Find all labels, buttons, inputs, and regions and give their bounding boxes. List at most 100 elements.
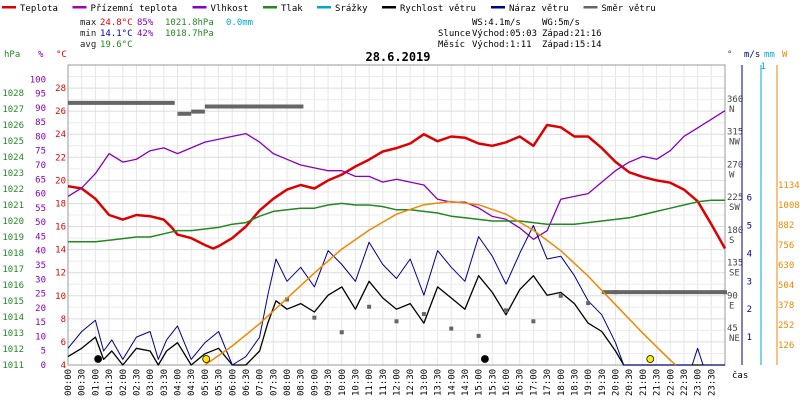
time-tick-label: 12:30 — [406, 369, 416, 396]
legend-label: Náraz větru — [509, 4, 569, 14]
legend-swatch — [192, 6, 207, 9]
wind-speed-summary: WS:4.1m/s — [472, 18, 521, 28]
temperature-tick-label: 22 — [55, 153, 66, 163]
series-line-náraz-větru — [67, 225, 725, 366]
series-line-radiace — [204, 200, 677, 366]
direction-compass-label: E — [729, 301, 734, 311]
radiation-tick-label: 630 — [778, 261, 794, 271]
legend-swatch — [72, 6, 87, 9]
radiation-tick-label: 1134 — [778, 181, 800, 191]
time-tick-label: 07:00 — [256, 369, 266, 396]
chart-header: max 24.8°C 85% 1021.8hPa 0.0mm min 14.1°… — [4, 18, 788, 381]
time-tick-label: 08:00 — [283, 369, 293, 396]
humidity-tick-label: 5 — [41, 347, 46, 357]
wind-direction-point — [367, 304, 372, 309]
direction-compass-label: NW — [729, 138, 740, 148]
legend-label: Rychlost větru — [400, 4, 476, 14]
stat-max-label: max — [80, 18, 97, 28]
pressure-tick-label: 1025 — [2, 137, 24, 147]
pressure-tick-label: 1026 — [2, 121, 24, 131]
humidity-tick-label: 30 — [35, 275, 46, 285]
time-tick-label: 01:30 — [105, 369, 115, 396]
temperature-tick-label: 20 — [55, 176, 66, 186]
legend-swatch — [263, 6, 277, 9]
time-tick-label: 03:30 — [160, 369, 170, 396]
sunset-marker — [646, 355, 655, 363]
rain-tick-label: 1 — [761, 62, 766, 72]
stat-min-hum: 42% — [137, 29, 154, 39]
time-tick-label: 02:30 — [132, 369, 142, 396]
axis-header-dir: ° — [727, 50, 732, 60]
legend-swatch — [317, 6, 331, 9]
time-tick-label: 17:30 — [543, 369, 553, 396]
time-tick-label: 21:30 — [653, 369, 663, 396]
temperature-tick-label: 12 — [55, 269, 66, 279]
time-tick-label: 20:30 — [625, 369, 635, 396]
chart-axes: 1028102710261025102410231022102110201019… — [2, 62, 799, 396]
humidity-tick-label: 90 — [35, 104, 46, 114]
temperature-tick-label: 10 — [55, 292, 66, 302]
time-tick-label: 22:30 — [680, 369, 690, 396]
wind-direction-point — [421, 312, 426, 317]
humidity-tick-label: 0 — [41, 361, 46, 371]
humidity-tick-label: 25 — [35, 290, 46, 300]
radiation-tick-label: 1008 — [778, 201, 800, 211]
time-tick-label: 02:00 — [119, 369, 129, 396]
humidity-tick-label: 95 — [35, 90, 46, 100]
sun-set: Západ:21:16 — [542, 29, 602, 39]
pressure-tick-label: 1013 — [2, 329, 24, 339]
direction-tick-label: 225 — [727, 193, 743, 203]
pressure-tick-label: 1012 — [2, 345, 24, 355]
time-tick-label: 17:00 — [529, 369, 539, 396]
humidity-tick-label: 40 — [35, 247, 46, 257]
axis-header-mm: mm — [764, 50, 775, 60]
pressure-tick-label: 1015 — [2, 297, 24, 307]
direction-tick-label: 180 — [727, 226, 743, 236]
time-tick-label: 14:00 — [447, 369, 457, 396]
series-line-tlak — [68, 199, 725, 243]
axis-header-hpa: hPa — [4, 50, 20, 60]
legend-swatch — [2, 6, 16, 9]
pressure-tick-label: 1024 — [2, 153, 24, 163]
pressure-tick-label: 1021 — [2, 201, 24, 211]
time-tick-label: 04:00 — [174, 369, 184, 396]
legend-label: Vlhkost — [211, 4, 249, 14]
moonrise-marker — [94, 355, 103, 363]
stat-max-rain: 0.0mm — [226, 18, 253, 28]
axis-header-cas: čas — [732, 370, 748, 381]
temperature-tick-label: 4 — [61, 361, 66, 371]
stat-min-label: min — [80, 29, 96, 39]
legend-swatch — [382, 6, 396, 9]
stat-max-hum: 85% — [137, 18, 154, 28]
radiation-tick-label: 126 — [778, 341, 794, 351]
humidity-tick-label: 15 — [35, 318, 46, 328]
wind-tick-label: 1 — [747, 333, 752, 343]
wind-direction-point — [476, 333, 481, 338]
chart-title: 28.6.2019 — [365, 50, 430, 64]
radiation-tick-label: 252 — [778, 321, 794, 331]
time-tick-label: 00:00 — [64, 369, 74, 396]
time-tick-label: 06:00 — [228, 369, 238, 396]
pressure-tick-label: 1017 — [2, 265, 24, 275]
wind-direction-point — [312, 315, 317, 320]
axis-header-pct: % — [38, 50, 44, 60]
temperature-tick-label: 16 — [55, 223, 66, 233]
pressure-tick-label: 1022 — [2, 185, 24, 195]
series-line-teplota — [67, 123, 727, 250]
wind-tick-label: 3 — [747, 277, 752, 287]
time-tick-label: 11:00 — [365, 369, 375, 396]
wind-tick-label: 4 — [747, 249, 752, 259]
time-tick-label: 15:30 — [488, 369, 498, 396]
time-tick-label: 21:00 — [639, 369, 649, 396]
radiation-tick-label: 504 — [778, 281, 794, 291]
time-tick-label: 09:30 — [324, 369, 334, 396]
moon-rise: Východ:1:11 — [472, 40, 532, 50]
humidity-tick-label: 80 — [35, 132, 46, 142]
humidity-tick-label: 20 — [35, 304, 46, 314]
wind-direction-point — [586, 301, 591, 306]
temperature-tick-label: 26 — [55, 107, 66, 117]
series-line-rychlost-větru — [67, 275, 725, 366]
temperature-tick-label: 18 — [55, 199, 66, 209]
axis-header-w: W — [782, 50, 788, 60]
